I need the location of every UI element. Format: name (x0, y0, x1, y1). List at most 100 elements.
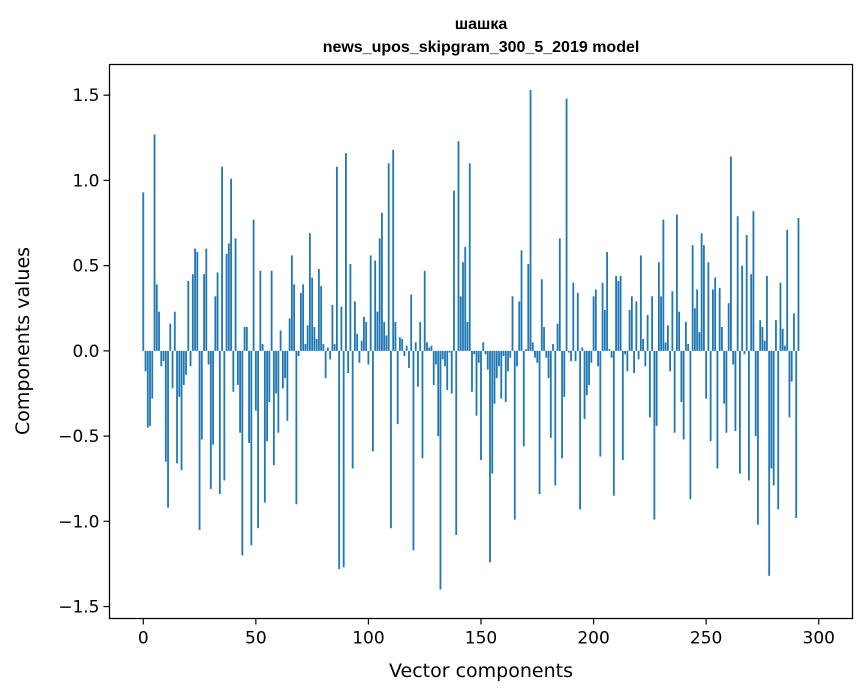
bar-257 (721, 327, 723, 351)
bar-190 (570, 350, 572, 362)
bar-284 (781, 328, 784, 351)
bar-25 (198, 350, 201, 530)
x-axis-ticks: 0 50 100 150 200 250 300 (138, 618, 835, 649)
bar-218 (633, 350, 635, 374)
bar-273 (757, 350, 759, 525)
bar-153 (486, 350, 489, 370)
bar-17 (180, 350, 183, 471)
bar-212 (619, 275, 622, 351)
bar-169 (522, 350, 525, 447)
bar-134 (444, 350, 446, 367)
bar-63 (284, 350, 287, 379)
bar-128 (430, 345, 433, 351)
bar-108 (385, 335, 388, 351)
bar-73 (306, 325, 309, 351)
bar-265 (739, 350, 741, 474)
bar-144 (466, 321, 469, 351)
bar-90 (345, 153, 347, 351)
bar-132 (439, 350, 442, 590)
bar-5 (153, 134, 156, 351)
bar-209 (612, 350, 615, 496)
bar-137 (450, 350, 453, 394)
bar-236 (673, 350, 676, 433)
bar-86 (336, 166, 338, 351)
bar-50 (254, 350, 257, 411)
bar-24 (196, 252, 199, 351)
bar-38 (227, 243, 230, 351)
bar-172 (529, 90, 532, 351)
bar-89 (342, 350, 345, 568)
bar-103 (374, 260, 377, 351)
bar-116 (403, 350, 406, 356)
bar-272 (754, 350, 757, 437)
bar-46 (245, 327, 248, 351)
bar-66 (290, 255, 293, 351)
bar-126 (426, 342, 428, 351)
bar-146 (471, 350, 473, 392)
bar-203 (599, 350, 602, 457)
bar-208 (610, 350, 613, 358)
bar-269 (748, 350, 750, 481)
bar-100 (367, 350, 370, 365)
bar-289 (793, 313, 795, 351)
bar-98 (363, 316, 365, 351)
bar-48 (250, 350, 253, 546)
bar-268 (745, 234, 748, 351)
x-axis-label: Vector components (389, 660, 573, 682)
bar-229 (657, 262, 660, 351)
bar-173 (531, 342, 534, 351)
bar-39 (230, 178, 232, 351)
bar-227 (653, 350, 656, 520)
bar-160 (502, 350, 505, 356)
bar-251 (707, 262, 710, 351)
bar-95 (356, 333, 359, 351)
bar-44 (241, 350, 244, 556)
bar-130 (435, 350, 437, 365)
bar-96 (358, 350, 361, 363)
bar-174 (534, 350, 536, 358)
bar-109 (387, 163, 390, 351)
bar-112 (394, 321, 397, 351)
bar-97 (360, 340, 363, 351)
bar-47 (248, 350, 250, 443)
bar-138 (453, 190, 455, 351)
bar-232 (664, 342, 667, 351)
bar-18 (182, 350, 185, 385)
bar-77 (315, 338, 318, 351)
bar-264 (736, 216, 739, 351)
x-tick-label: 300 (803, 629, 835, 649)
bar-179 (545, 350, 548, 358)
x-tick-label: 250 (690, 629, 722, 649)
bar-281 (775, 320, 777, 351)
bar-72 (304, 344, 307, 351)
bar-275 (761, 327, 764, 351)
bar-11 (167, 350, 169, 508)
bar-83 (329, 350, 332, 360)
bar-248 (700, 233, 703, 351)
bar-231 (662, 219, 665, 351)
x-tick-label: 0 (138, 629, 149, 649)
bar-253 (712, 289, 714, 351)
bar-53 (261, 344, 264, 351)
bar-194 (579, 350, 581, 510)
bar-276 (763, 340, 766, 351)
bar-163 (509, 350, 512, 358)
bar-162 (507, 350, 509, 372)
bar-181 (549, 350, 552, 438)
bar-223 (644, 350, 647, 367)
bar-234 (669, 350, 672, 372)
bar-199 (590, 350, 593, 363)
bar-75 (311, 277, 314, 351)
bar-197 (585, 350, 588, 396)
bar-240 (682, 350, 685, 440)
bar-149 (477, 350, 480, 363)
bar-88 (340, 306, 343, 351)
bar-287 (788, 350, 791, 418)
bar-34 (218, 350, 221, 495)
bar-246 (696, 289, 699, 351)
bar-102 (372, 350, 374, 452)
bar-127 (428, 347, 431, 351)
bar-79 (320, 286, 323, 351)
bar-206 (606, 252, 608, 351)
x-tick-label: 100 (352, 629, 384, 649)
